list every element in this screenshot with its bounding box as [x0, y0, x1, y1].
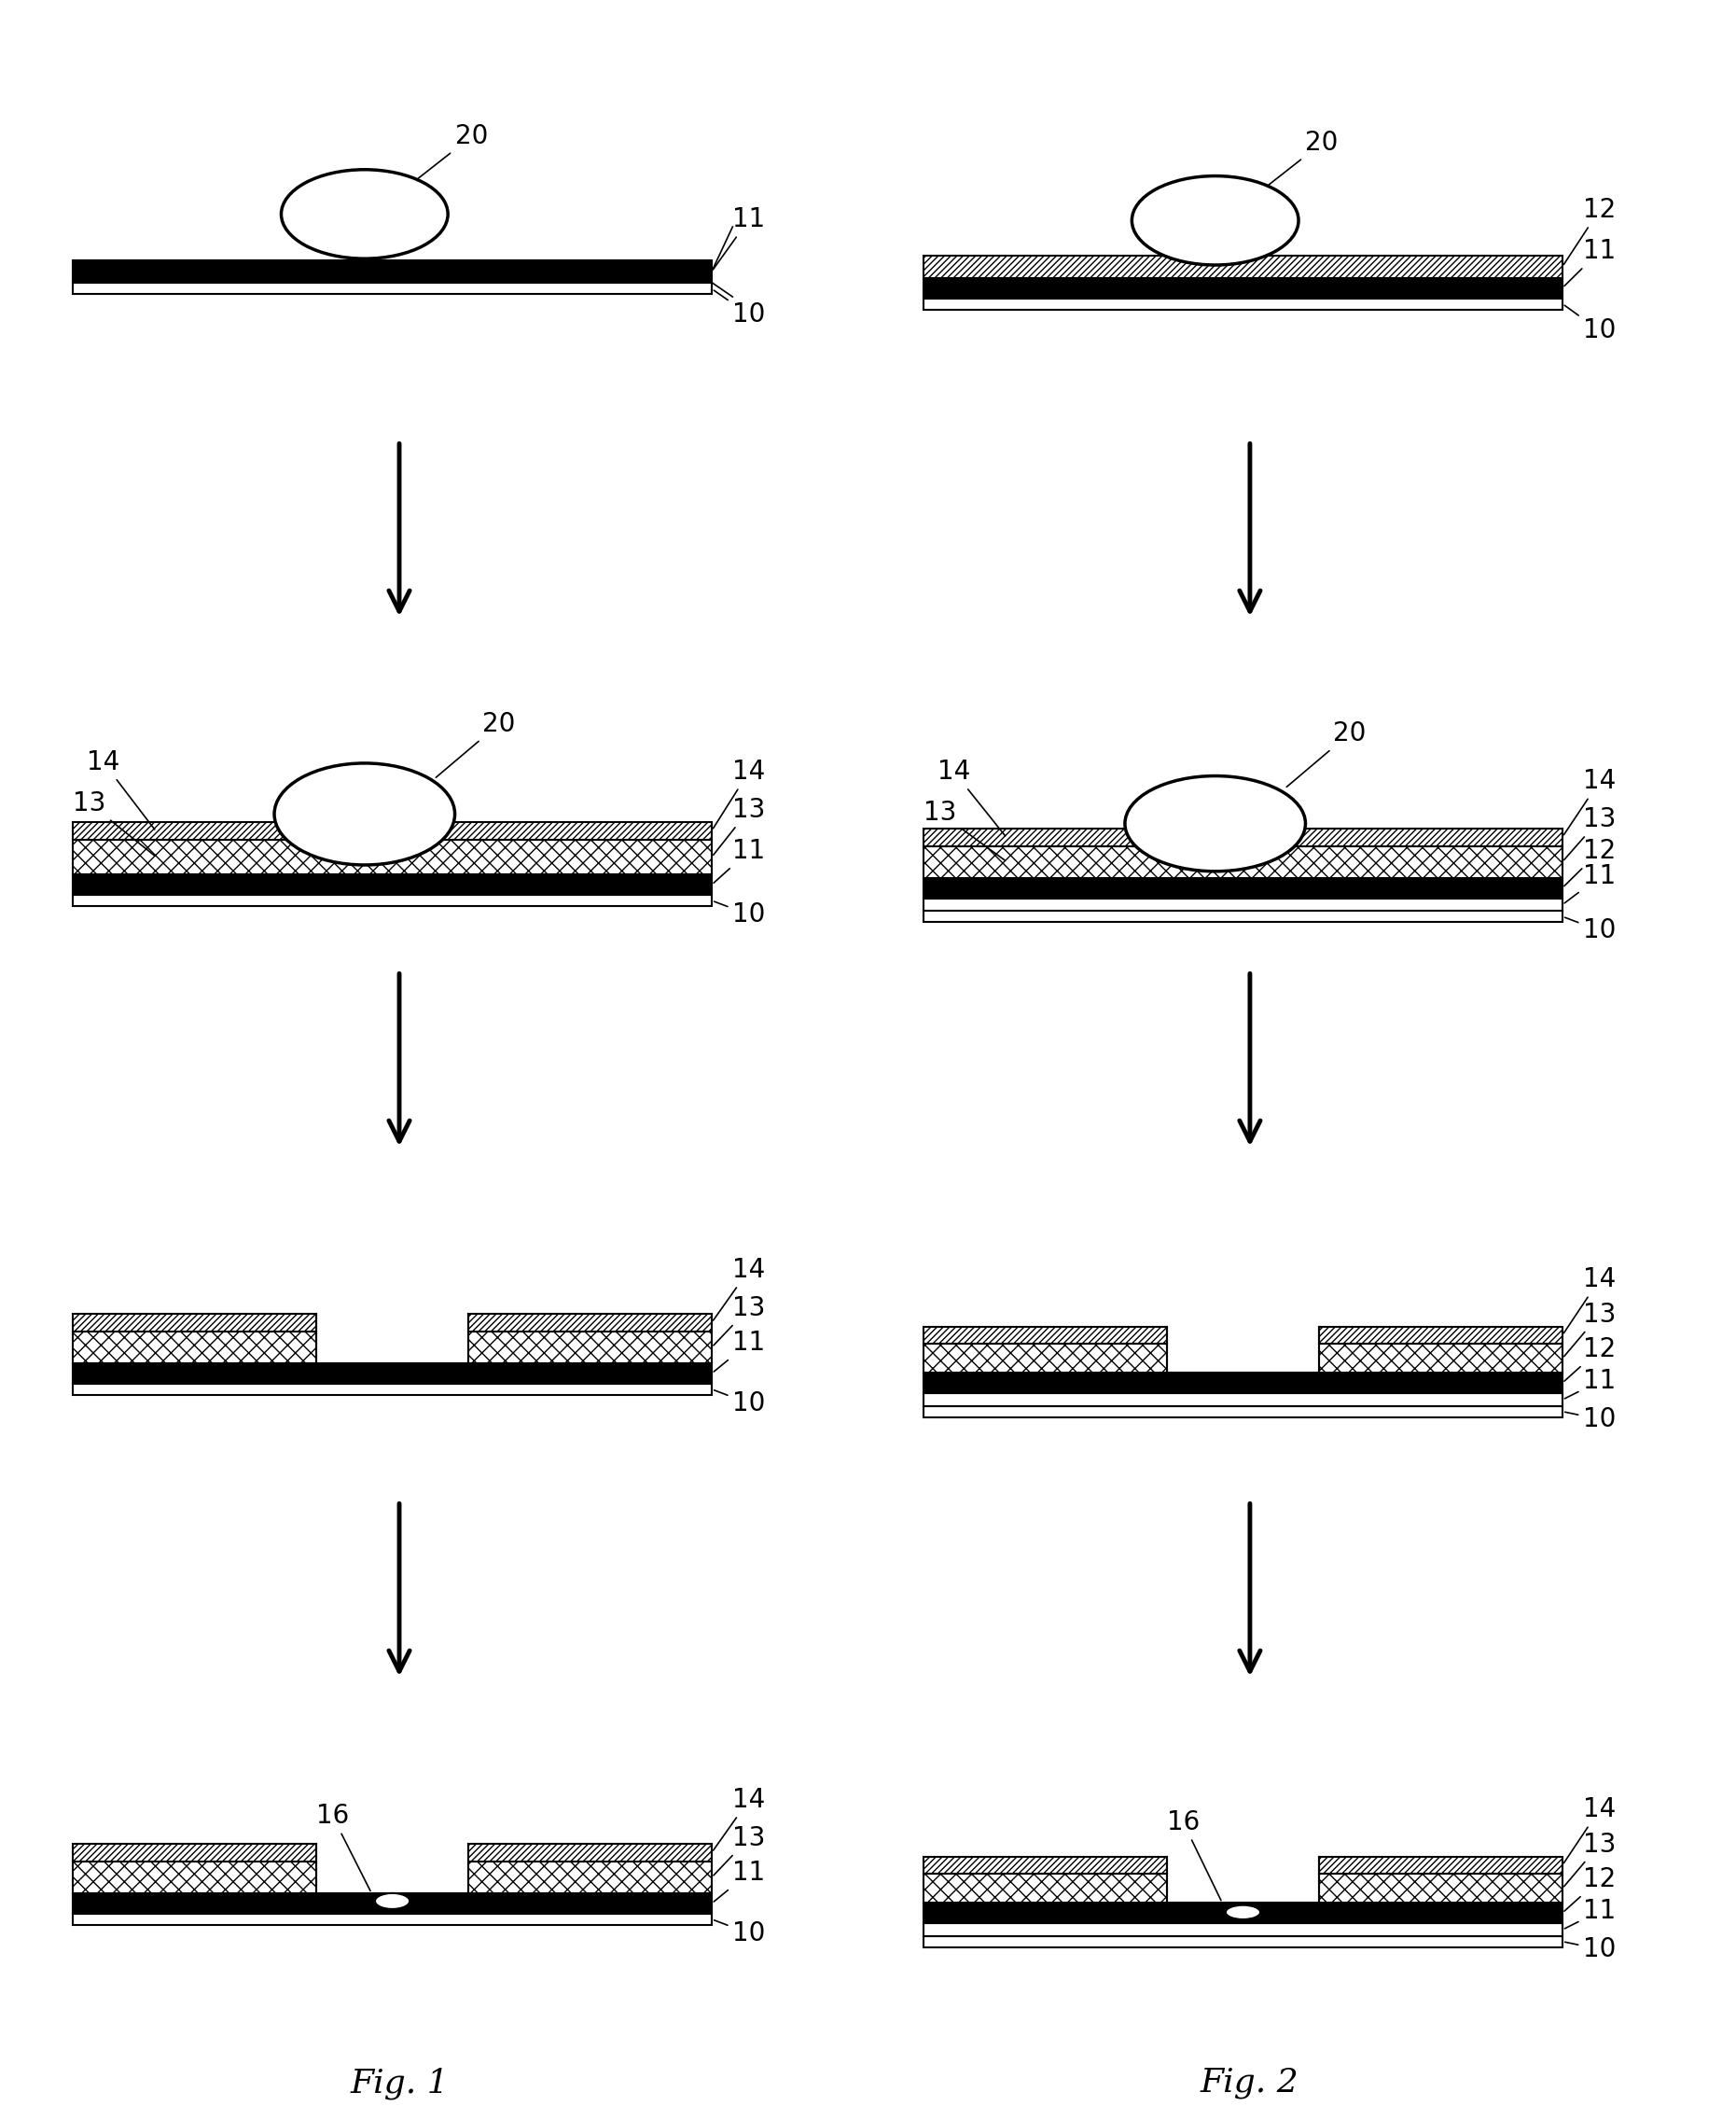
Text: 12: 12: [1564, 1336, 1616, 1380]
Ellipse shape: [274, 763, 455, 865]
Bar: [924, 1406, 1562, 1416]
Bar: [73, 1914, 712, 1925]
Text: 13: 13: [1564, 1302, 1616, 1357]
Bar: [924, 878, 1562, 899]
Bar: [73, 282, 712, 293]
Bar: [469, 1314, 712, 1331]
Text: 20: 20: [415, 123, 488, 180]
Bar: [469, 1844, 712, 1861]
Bar: [469, 1331, 712, 1363]
Text: 14: 14: [87, 748, 155, 829]
Bar: [73, 823, 712, 840]
Text: 14: 14: [1564, 1796, 1616, 1863]
Bar: [73, 1844, 316, 1861]
Bar: [924, 1904, 1562, 1923]
Text: 16: 16: [316, 1802, 370, 1891]
Text: 10: 10: [1564, 1936, 1616, 1963]
Bar: [1319, 1344, 1562, 1374]
Text: 10: 10: [713, 901, 766, 929]
Text: 13: 13: [1564, 806, 1616, 861]
Text: 10: 10: [713, 1391, 766, 1416]
Bar: [1319, 1874, 1562, 1904]
Bar: [924, 1923, 1562, 1936]
Bar: [73, 1363, 712, 1384]
Text: 14: 14: [1564, 767, 1616, 835]
Bar: [1319, 1857, 1562, 1874]
Text: 11: 11: [713, 1329, 766, 1372]
Bar: [73, 1893, 712, 1914]
Ellipse shape: [1125, 776, 1305, 871]
Bar: [73, 1384, 712, 1395]
Bar: [924, 899, 1562, 912]
Text: 11: 11: [713, 837, 766, 882]
Text: 10: 10: [1564, 1406, 1616, 1433]
Text: 11: 11: [1564, 1897, 1616, 1929]
Text: 14: 14: [713, 1257, 766, 1321]
Bar: [73, 1861, 316, 1893]
Text: 14: 14: [713, 1787, 766, 1851]
Ellipse shape: [281, 170, 448, 259]
Bar: [924, 1393, 1562, 1406]
Ellipse shape: [1132, 176, 1299, 265]
Bar: [924, 1874, 1167, 1904]
Bar: [924, 846, 1562, 878]
Text: 14: 14: [1564, 1266, 1616, 1333]
Bar: [73, 895, 712, 907]
Bar: [924, 278, 1562, 299]
Bar: [469, 1861, 712, 1893]
Text: 11: 11: [1564, 863, 1616, 903]
Text: 20: 20: [436, 710, 516, 778]
Text: 16: 16: [1167, 1808, 1220, 1900]
Ellipse shape: [1226, 1906, 1260, 1919]
Bar: [924, 254, 1562, 278]
Text: 14: 14: [937, 759, 1005, 835]
Text: 20: 20: [1266, 129, 1338, 187]
Text: 11: 11: [1564, 237, 1616, 286]
Bar: [924, 1936, 1562, 1946]
Bar: [73, 873, 712, 895]
Text: 20: 20: [1286, 721, 1366, 787]
Text: 14: 14: [713, 759, 766, 829]
Text: 13: 13: [713, 797, 766, 854]
Text: 13: 13: [73, 791, 155, 854]
Text: 10: 10: [1564, 918, 1616, 943]
Text: 12: 12: [1564, 197, 1616, 265]
Bar: [73, 261, 712, 282]
Ellipse shape: [375, 1893, 410, 1908]
Bar: [924, 1374, 1562, 1393]
Text: 13: 13: [1564, 1832, 1616, 1887]
Bar: [924, 829, 1562, 846]
Bar: [924, 1857, 1167, 1874]
Text: 10: 10: [713, 1921, 766, 1946]
Text: 11: 11: [1564, 1367, 1616, 1399]
Bar: [924, 1344, 1167, 1374]
Bar: [924, 912, 1562, 922]
Text: Fig. 2: Fig. 2: [1201, 2067, 1299, 2099]
Text: 12: 12: [1564, 837, 1616, 886]
Text: 10: 10: [1564, 305, 1616, 343]
Bar: [73, 1331, 316, 1363]
Text: 10: 10: [713, 290, 766, 329]
Text: 13: 13: [713, 1825, 766, 1876]
Bar: [73, 1314, 316, 1331]
Text: Fig. 1: Fig. 1: [351, 2067, 448, 2099]
Bar: [924, 299, 1562, 310]
Text: 13: 13: [924, 799, 1005, 861]
Text: 13: 13: [713, 1295, 766, 1346]
Bar: [924, 1327, 1167, 1344]
Text: 12: 12: [1564, 1866, 1616, 1910]
Bar: [1319, 1327, 1562, 1344]
Text: 11: 11: [713, 1859, 766, 1902]
Bar: [73, 840, 712, 873]
Text: 11: 11: [713, 206, 766, 269]
